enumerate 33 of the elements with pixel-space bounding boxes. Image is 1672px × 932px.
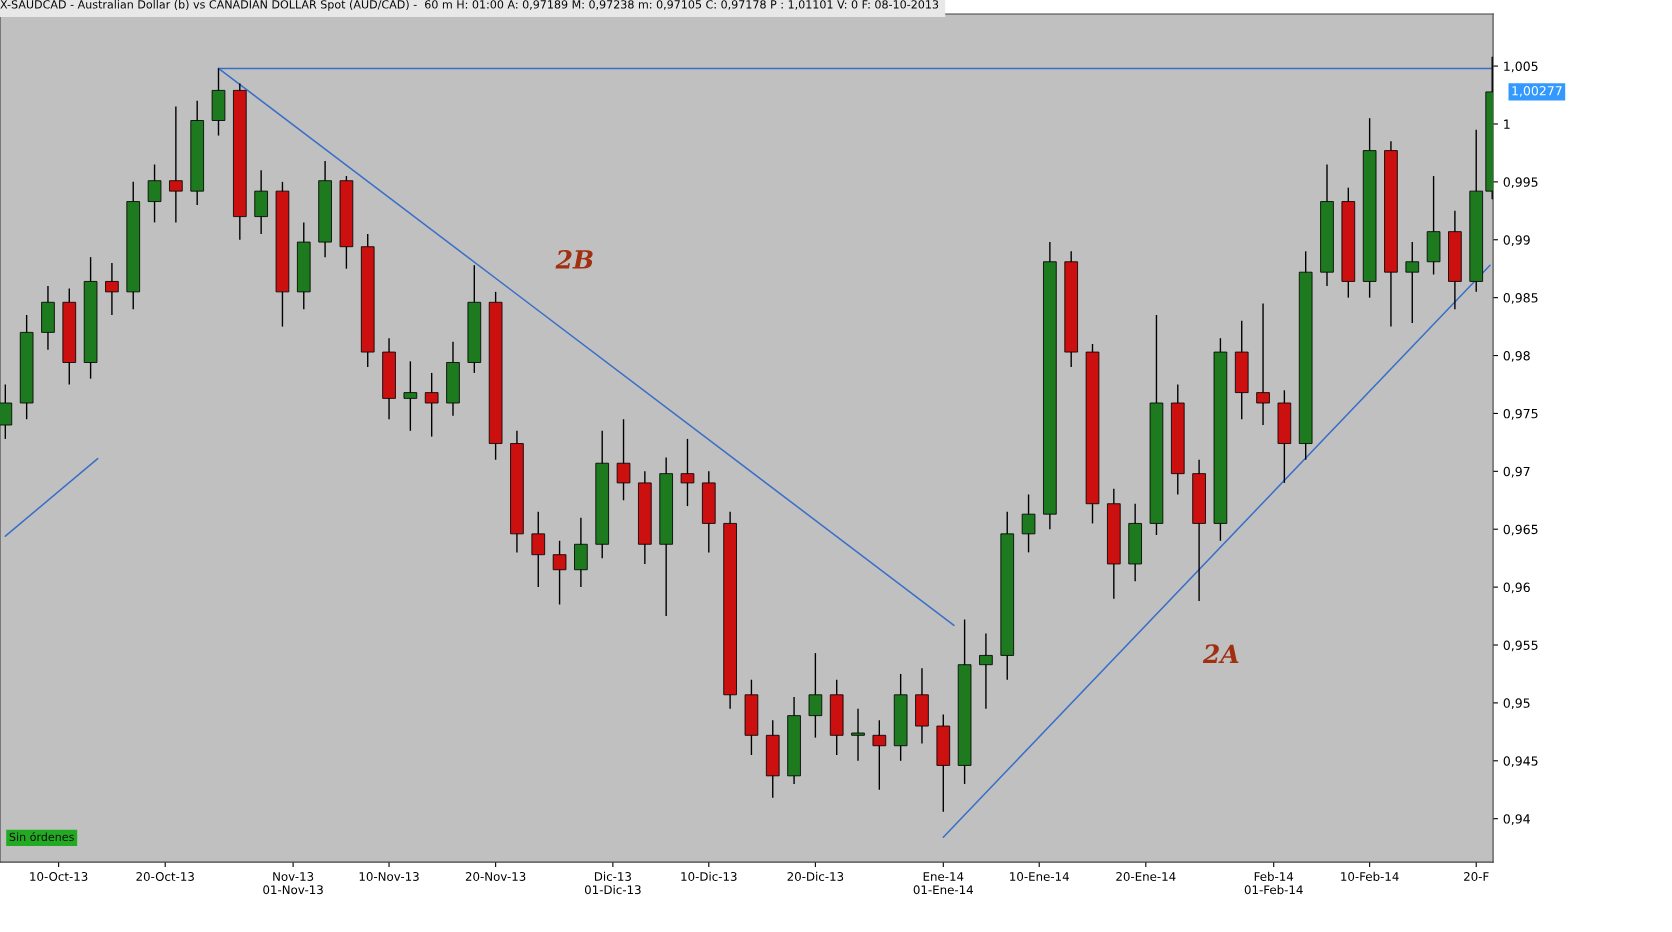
x-tick-label: Dic-13 01-Dic-13	[584, 871, 641, 895]
y-tick-label: 0,965	[1503, 524, 1538, 536]
y-tick-label: 0,98	[1503, 351, 1530, 362]
y-tick-label: 0,95	[1503, 698, 1530, 710]
annotation: Sin órdenes	[9, 832, 74, 842]
x-tick-label: 20-F	[1464, 872, 1489, 881]
annotation: 1,00277	[1512, 86, 1562, 97]
x-tick-label: 20-Nov-13	[465, 872, 526, 881]
y-tick-label: 1	[1504, 119, 1510, 129]
y-tick-label: 0,99	[1503, 235, 1530, 246]
x-tick-label: Nov-13 01-Nov-13	[263, 872, 323, 895]
y-tick-label: 0,975	[1503, 408, 1538, 420]
y-tick-label: 0,94	[1503, 814, 1530, 825]
x-tick-label: 20-Oct-13	[136, 872, 194, 881]
x-tick-label: 10-Nov-13	[359, 872, 419, 881]
y-tick-label: 1,005	[1504, 61, 1538, 73]
x-tick-label: Feb-14 01-Feb-14	[1244, 871, 1303, 895]
x-tick-label: 20-Ene-14	[1116, 872, 1176, 881]
annotation: 2B	[555, 249, 593, 269]
y-tick-label: 0,995	[1503, 177, 1538, 189]
x-tick-label: 20-Dic-13	[787, 871, 844, 881]
x-tick-label: 10-Feb-14	[1341, 871, 1399, 881]
y-tick-label: 0,955	[1503, 640, 1538, 652]
y-tick-label: 0,97	[1503, 466, 1530, 478]
x-tick-label: Ene-14 01-Ene-14	[913, 872, 974, 895]
y-tick-label: 0,96	[1503, 582, 1530, 594]
y-tick-label: 0,985	[1503, 293, 1538, 304]
x-tick-label: 10-Ene-14	[1010, 872, 1069, 881]
chart-title: X-SAUDCAD - Australian Dollar (b) vs CANADIAN DOLLAR Spot (AUD/CAD) - 60 m H: 01:00 A: 0,97189 M: 0,97238 m: 0,97105 C: 0,97178 P : 1,01101 V: 0 F: 08-10-2013	[0, 0, 939, 11]
y-tick-label: 0,945	[1503, 756, 1538, 767]
annotation: 2A	[1202, 644, 1239, 663]
x-tick-label: 10-Oct-13	[30, 872, 88, 881]
x-tick-label: 10-Dic-13	[681, 871, 737, 881]
